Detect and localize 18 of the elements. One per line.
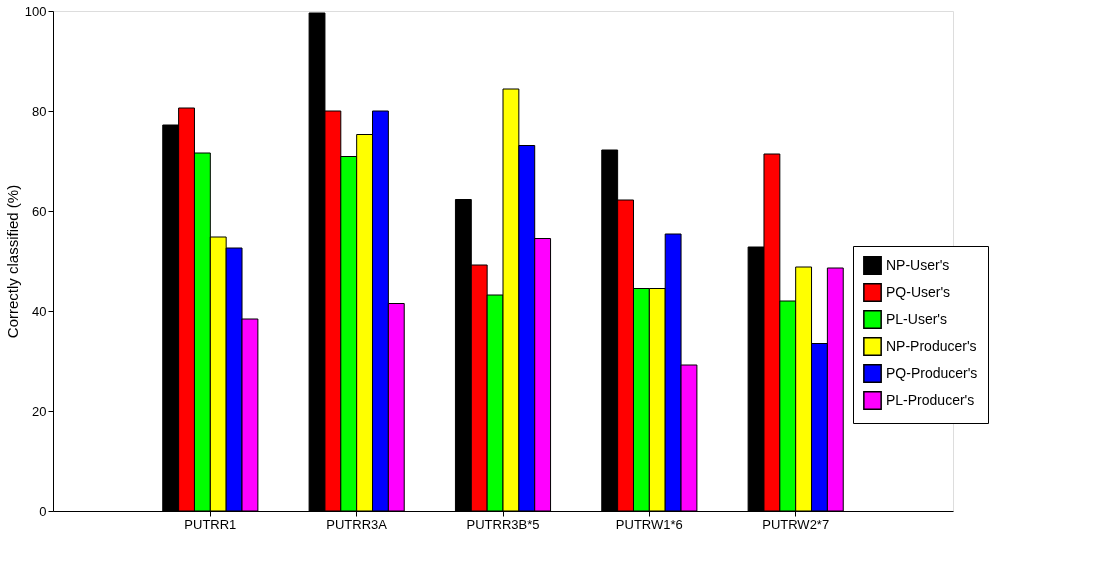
y-axis-title: Correctly classified (%)	[3, 184, 21, 339]
legend-label: PL-Producer's	[886, 391, 975, 408]
legend-label: NP-Producer's	[886, 337, 977, 354]
legend-label: NP-User's	[886, 256, 950, 273]
x-tick-label: PUTRR1	[184, 516, 237, 532]
x-tick-label: PUTRR3A	[326, 516, 388, 532]
legend-label: PQ-User's	[886, 283, 951, 300]
legend-label: PL-User's	[886, 310, 948, 327]
legend-label: PQ-Producer's	[886, 364, 978, 381]
y-tick-label: 80	[32, 103, 47, 119]
y-tick-label: 0	[39, 503, 47, 519]
x-tick-label: PUTRR3B*5	[466, 516, 540, 532]
x-tick-label: PUTRW2*7	[762, 516, 830, 532]
y-tick-label: 60	[32, 203, 47, 219]
x-tick-label: PUTRW1*6	[615, 516, 683, 532]
y-tick-label: 40	[32, 303, 47, 319]
y-tick-label: 100	[24, 3, 47, 19]
y-tick-label: 20	[32, 403, 47, 419]
